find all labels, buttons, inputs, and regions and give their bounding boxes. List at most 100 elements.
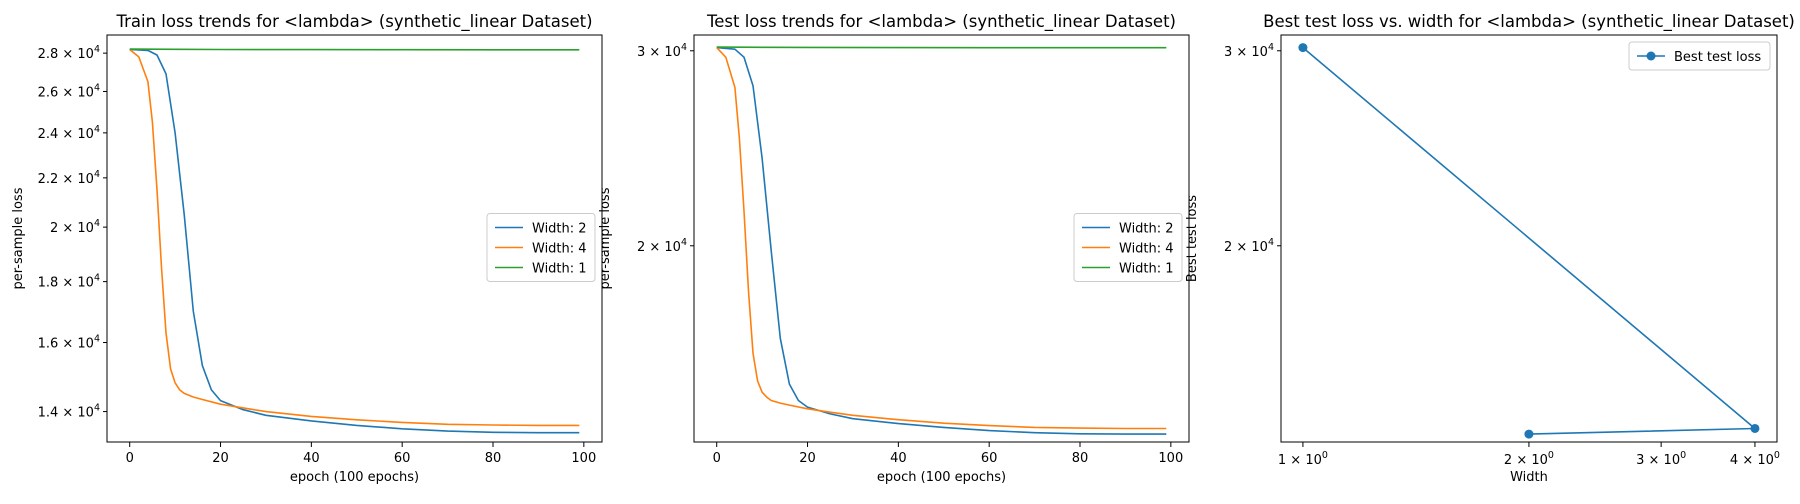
y-tick-label-mantissa: 2: [1224, 240, 1232, 255]
x-tick-label: 100: [1158, 451, 1183, 466]
y-tick-label-exponent: 4: [94, 218, 100, 229]
y-tick-label-times: × 10: [645, 240, 681, 255]
series-line-width-4: [129, 48, 580, 427]
x-tick-label: 40: [890, 451, 907, 466]
legend: Width: 2 Width: 4 Width: 1: [486, 213, 596, 282]
y-tick-label-times: × 10: [58, 221, 94, 236]
x-tick-label: 4 × 100: [1730, 450, 1780, 468]
y-tick-label-exponent: 4: [94, 44, 100, 55]
x-tick-label: 3 × 100: [1636, 450, 1686, 468]
x-tick-label-mantissa: 4: [1730, 453, 1738, 468]
y-tick-label: 2.8 × 104: [38, 44, 100, 62]
y-axis-label: Best test loss: [1185, 195, 1200, 282]
y-tick-label-times: × 10: [58, 127, 94, 142]
y-tick-label-times: × 10: [645, 45, 681, 60]
series-line-width-2: [129, 48, 580, 434]
x-axis-label: epoch (100 epochs): [877, 470, 1006, 485]
x-tick-label: 60: [394, 451, 411, 466]
y-tick-label-exponent: 4: [1268, 42, 1274, 53]
x-tick-label-times: × 10: [1512, 453, 1548, 468]
legend-box: [1628, 41, 1771, 71]
y-tick-label-mantissa: 2.4: [38, 127, 59, 142]
chart-title: Best test loss vs. width for <lambda> (s…: [1263, 12, 1795, 32]
y-tick-label-times: × 10: [58, 337, 94, 352]
y-tick-label-times: × 10: [58, 172, 94, 187]
x-tick-label: 80: [1072, 451, 1089, 466]
x-tick-label: 20: [212, 451, 229, 466]
legend-label: Width: 4: [532, 242, 587, 257]
y-tick-label-mantissa: 1.4: [38, 406, 59, 421]
y-tick-label: 2.4 × 104: [38, 124, 100, 142]
y-tick-label: 2.2 × 104: [38, 169, 100, 187]
data-point: [1298, 43, 1308, 53]
y-tick-label: 3 × 104: [1224, 42, 1274, 60]
y-tick-label-times: × 10: [58, 47, 94, 62]
x-tick-label-times: × 10: [1286, 453, 1322, 468]
legend-label: Width: 1: [1119, 262, 1174, 277]
x-axis-label: epoch (100 epochs): [290, 470, 419, 485]
x-tick-label: 80: [485, 451, 502, 466]
y-tick-label-mantissa: 2: [637, 240, 645, 255]
legend: Best test loss: [1628, 41, 1771, 71]
legend-box: [1073, 213, 1183, 282]
y-tick-label-times: × 10: [1232, 45, 1268, 60]
x-tick-label: 1 × 100: [1278, 450, 1328, 468]
chart-title: Test loss trends for <lambda> (synthetic…: [706, 12, 1176, 32]
x-tick-label-times: × 10: [1738, 453, 1774, 468]
x-tick-label-exponent: 0: [1680, 450, 1686, 461]
y-tick-label: 2 × 104: [50, 218, 100, 236]
y-tick-label-exponent: 4: [681, 42, 687, 53]
y-tick-label-times: × 10: [58, 85, 94, 100]
y-tick-label-mantissa: 2.8: [38, 47, 59, 62]
x-tick-label-exponent: 0: [1322, 450, 1328, 461]
y-tick-label: 1.6 × 104: [38, 334, 100, 352]
y-tick-label-mantissa: 2.2: [38, 172, 59, 187]
series-line-width-4: [716, 47, 1167, 430]
x-tick-label: 0: [126, 451, 134, 466]
y-tick-label-mantissa: 3: [1224, 45, 1232, 60]
legend-marker: [1646, 51, 1656, 61]
x-tick-label: 2 × 100: [1504, 450, 1554, 468]
legend-label: Width: 2: [1119, 222, 1174, 237]
x-tick-label-mantissa: 2: [1504, 453, 1512, 468]
series-line-width-1: [716, 46, 1167, 49]
series-line-best-test-loss: [1302, 46, 1756, 435]
y-tick-label-mantissa: 1.8: [38, 276, 59, 291]
y-tick-label-exponent: 4: [94, 403, 100, 414]
x-tick-label-exponent: 0: [1548, 450, 1554, 461]
y-tick-label-exponent: 4: [94, 169, 100, 180]
legend-label: Width: 4: [1119, 242, 1174, 257]
axes-frame: [106, 34, 603, 443]
x-tick-label-exponent: 0: [1774, 450, 1780, 461]
x-tick-label: 0: [713, 451, 721, 466]
legend-label: Best test loss: [1674, 50, 1761, 65]
y-axis-label: per-sample loss: [598, 187, 613, 289]
series-line-width-1: [129, 48, 580, 51]
y-tick-label-mantissa: 2: [50, 221, 58, 236]
y-axis-label: per-sample loss: [11, 187, 26, 289]
y-tick-label-times: × 10: [58, 406, 94, 421]
x-axis-label: Width: [1510, 470, 1548, 485]
y-tick-label-exponent: 4: [94, 82, 100, 93]
y-tick-label-mantissa: 2.6: [38, 85, 59, 100]
data-point: [1750, 423, 1760, 433]
series-line-width-2: [716, 46, 1167, 435]
legend: Width: 2 Width: 4 Width: 1: [1073, 213, 1183, 282]
y-tick-label: 2.6 × 104: [38, 82, 100, 100]
y-tick-label: 2 × 104: [1224, 237, 1274, 255]
y-tick-label-exponent: 4: [94, 124, 100, 135]
x-tick-label: 60: [981, 451, 998, 466]
x-tick-label-mantissa: 1: [1278, 453, 1286, 468]
y-tick-label-exponent: 4: [1268, 237, 1274, 248]
y-tick-label: 1.8 × 104: [38, 273, 100, 291]
y-tick-label-mantissa: 1.6: [38, 337, 59, 352]
axes-frame: [693, 34, 1190, 443]
x-tick-label-times: × 10: [1644, 453, 1680, 468]
y-tick-label-exponent: 4: [94, 334, 100, 345]
x-tick-label: 20: [799, 451, 816, 466]
